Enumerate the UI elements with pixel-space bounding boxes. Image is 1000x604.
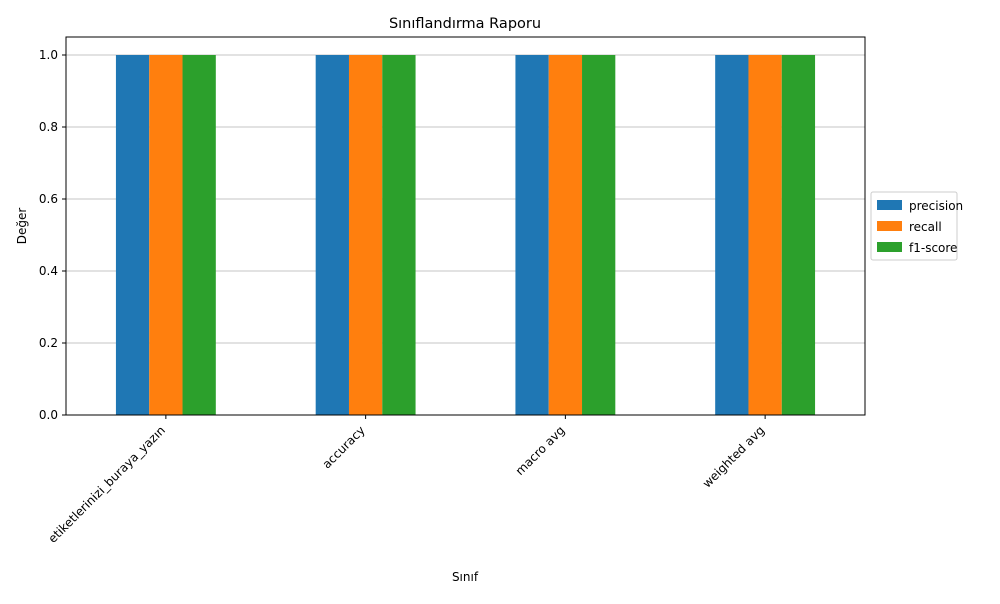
- bar-precision-0: [115, 55, 150, 415]
- bar-f1-score-0: [182, 55, 216, 415]
- bar-f1-score-1: [382, 55, 416, 415]
- y-tick-label: 0.4: [39, 264, 58, 278]
- bar-precision-2: [515, 55, 549, 415]
- x-axis-label: Sınıf: [452, 570, 479, 584]
- y-tick-label: 0.0: [39, 408, 58, 422]
- bar-recall-0: [149, 55, 183, 415]
- bar-f1-score-2: [582, 55, 616, 415]
- chart-title: Sınıflandırma Raporu: [389, 16, 541, 32]
- legend-swatch-recall: [877, 221, 902, 231]
- y-tick-label: 0.2: [39, 336, 58, 350]
- legend-label-f1-score: f1-score: [909, 241, 957, 255]
- y-tick-label: 1.0: [39, 48, 58, 62]
- bars: [115, 55, 816, 415]
- y-tick-label: 0.8: [39, 120, 58, 134]
- legend-swatch-precision: [877, 200, 902, 210]
- legend-label-recall: recall: [909, 220, 942, 234]
- legend: precision recall f1-score: [870, 191, 963, 261]
- y-axis-label: Değer: [15, 208, 29, 245]
- x-tick-label: accuracy: [320, 423, 368, 471]
- x-axis-ticks: etiketlerinizi_buraya_yazın accuracy macro…: [45, 415, 767, 546]
- bar-precision-3: [715, 55, 749, 415]
- bar-recall-3: [748, 55, 782, 415]
- bar-recall-1: [348, 55, 383, 415]
- y-axis-ticks: 0.0 0.2 0.4 0.6 0.8 1.0: [39, 48, 66, 422]
- bar-recall-2: [548, 55, 583, 415]
- x-tick-label: etiketlerinizi_buraya_yazın: [45, 423, 168, 546]
- x-tick-label: macro avg: [513, 423, 568, 478]
- plot-frame: [65, 36, 866, 416]
- y-tick-label: 0.6: [39, 192, 58, 206]
- legend-label-precision: precision: [909, 199, 963, 213]
- bar-precision-1: [315, 55, 349, 415]
- bar-f1-score-3: [781, 55, 816, 415]
- legend-swatch-f1-score: [877, 242, 902, 252]
- x-tick-label: weighted avg: [700, 423, 767, 490]
